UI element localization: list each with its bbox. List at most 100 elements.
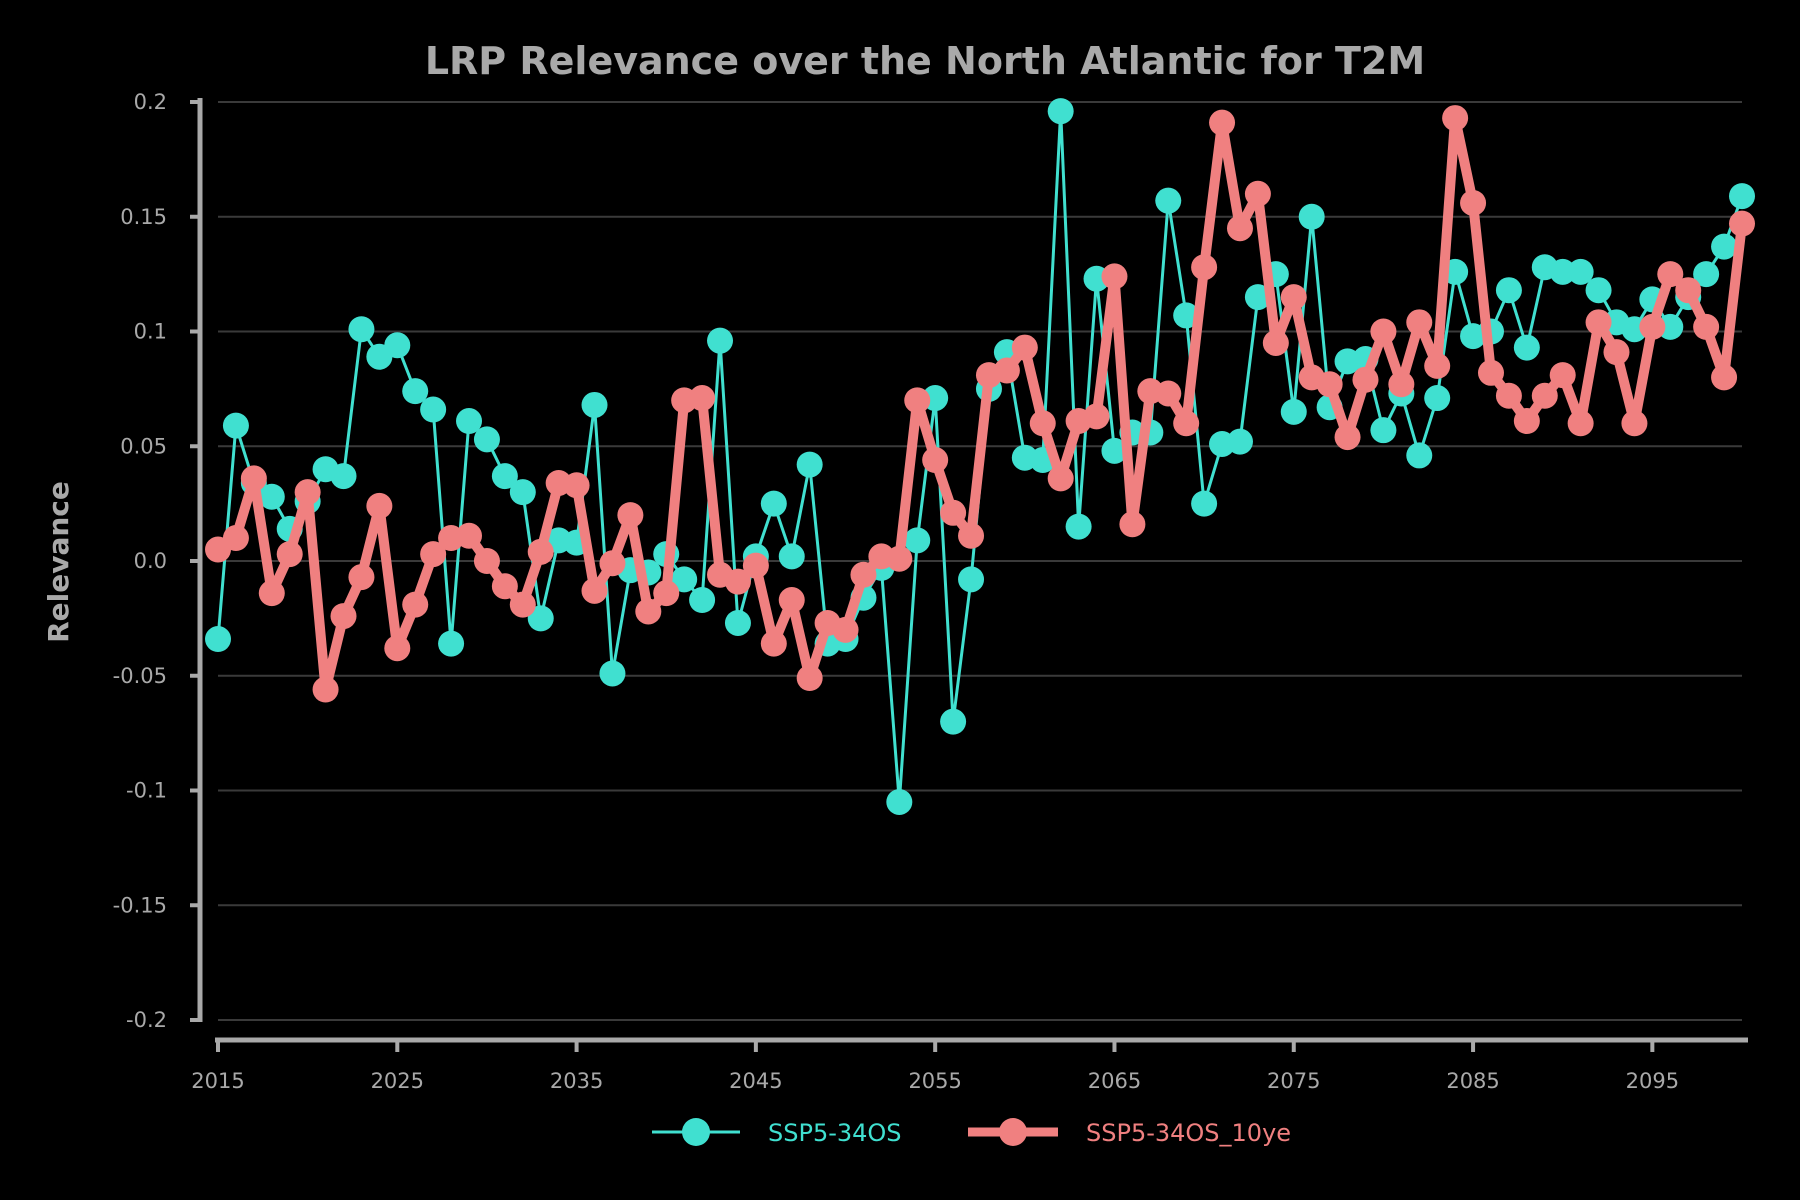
data-point bbox=[420, 396, 447, 423]
data-point bbox=[617, 502, 644, 529]
data-point bbox=[796, 451, 823, 478]
data-point bbox=[1585, 277, 1612, 304]
data-point bbox=[922, 447, 949, 474]
data-point bbox=[1388, 371, 1415, 398]
data-point bbox=[527, 538, 554, 565]
y-tick-label: -0.15 bbox=[113, 893, 167, 917]
x-tick-labels: 2015 2025 2035 2045 2055 2065 2075 2085 2095 bbox=[191, 1069, 1679, 1093]
data-point bbox=[599, 660, 626, 687]
data-point bbox=[1639, 313, 1666, 340]
data-point bbox=[760, 630, 787, 657]
data-point bbox=[1244, 284, 1271, 311]
data-point bbox=[1567, 410, 1594, 437]
data-point bbox=[563, 472, 590, 499]
data-point bbox=[473, 426, 500, 453]
data-point bbox=[1406, 309, 1433, 336]
data-point bbox=[1226, 215, 1253, 242]
data-point bbox=[276, 541, 303, 568]
data-point bbox=[438, 630, 465, 657]
legend-label-ssp5-34os: SSP5-34OS bbox=[768, 1119, 902, 1147]
x-tick-label: 2045 bbox=[729, 1069, 782, 1093]
data-point bbox=[599, 550, 626, 577]
data-point bbox=[1657, 313, 1684, 340]
x-tick-label: 2095 bbox=[1626, 1069, 1679, 1093]
x-tick-label: 2055 bbox=[908, 1069, 961, 1093]
data-point bbox=[1621, 410, 1648, 437]
data-point bbox=[653, 580, 680, 607]
data-point bbox=[1316, 371, 1343, 398]
data-point bbox=[240, 465, 267, 492]
y-tick-label: 0.05 bbox=[120, 434, 167, 458]
data-point bbox=[1477, 359, 1504, 386]
data-point bbox=[1657, 261, 1684, 288]
data-point bbox=[1370, 417, 1397, 444]
data-point bbox=[1352, 366, 1379, 393]
data-point bbox=[473, 548, 500, 574]
data-point bbox=[778, 587, 805, 614]
data-point bbox=[1226, 428, 1253, 455]
y-tick-label: 0.1 bbox=[134, 320, 167, 344]
y-axis-label: Relevance bbox=[42, 481, 75, 643]
data-point bbox=[1729, 210, 1755, 237]
y-tick-label: 0.0 bbox=[134, 549, 167, 573]
data-point bbox=[402, 591, 429, 618]
data-point bbox=[1585, 309, 1612, 336]
data-point bbox=[1262, 329, 1289, 356]
data-point bbox=[1334, 424, 1361, 451]
data-point bbox=[1191, 254, 1218, 281]
data-point bbox=[1711, 233, 1738, 260]
data-point bbox=[1513, 334, 1540, 361]
data-point bbox=[1191, 490, 1218, 517]
data-point bbox=[312, 676, 339, 703]
data-point bbox=[1047, 465, 1074, 492]
y-tick-labels: 0.2 0.15 0.1 0.05 0.0 -0.05 -0.1 -0.15 -0.2 bbox=[113, 90, 167, 1032]
x-tick-label: 2065 bbox=[1088, 1069, 1141, 1093]
data-point bbox=[1460, 189, 1487, 216]
data-point bbox=[258, 483, 285, 510]
grid-lines bbox=[218, 101, 1742, 1021]
data-point bbox=[1675, 277, 1702, 304]
data-point bbox=[330, 463, 357, 490]
series-layer bbox=[205, 98, 1755, 815]
data-point bbox=[1101, 263, 1128, 290]
y-tick-label: -0.1 bbox=[126, 779, 167, 803]
data-point bbox=[456, 522, 483, 549]
axes bbox=[190, 98, 1748, 1052]
data-point bbox=[940, 499, 967, 526]
data-point bbox=[581, 577, 608, 604]
data-point bbox=[509, 591, 536, 618]
data-point bbox=[258, 580, 285, 607]
data-point bbox=[832, 616, 859, 643]
data-point bbox=[1011, 334, 1038, 361]
data-point bbox=[1495, 277, 1522, 304]
data-point bbox=[366, 492, 393, 519]
data-point bbox=[724, 568, 751, 595]
data-point bbox=[886, 545, 913, 572]
data-point bbox=[904, 527, 931, 554]
legend-label-ssp5-34os-10ye: SSP5-34OS_10ye bbox=[1086, 1119, 1291, 1147]
legend-marker-ssp5-34os bbox=[682, 1118, 710, 1146]
series-ssp5-34os-10ye bbox=[205, 105, 1755, 703]
data-point bbox=[958, 566, 985, 593]
x-tick-label: 2015 bbox=[191, 1069, 244, 1093]
data-point bbox=[1298, 203, 1325, 230]
x-tick-label: 2085 bbox=[1446, 1069, 1499, 1093]
data-point bbox=[1495, 382, 1522, 409]
x-tick-label: 2025 bbox=[371, 1069, 424, 1093]
data-point bbox=[1280, 398, 1307, 425]
data-point bbox=[1549, 362, 1576, 389]
data-point bbox=[850, 561, 877, 588]
data-point bbox=[707, 327, 734, 354]
data-point bbox=[886, 788, 913, 815]
data-point bbox=[1155, 380, 1182, 407]
legend: SSP5-34OS SSP5-34OS_10ye bbox=[652, 1118, 1291, 1147]
data-point bbox=[1065, 513, 1092, 540]
data-point bbox=[1729, 183, 1755, 210]
data-point bbox=[330, 603, 357, 630]
data-point bbox=[205, 626, 231, 653]
chart-title: LRP Relevance over the North Atlantic fo… bbox=[425, 39, 1425, 83]
data-point bbox=[1370, 318, 1397, 345]
data-point bbox=[222, 412, 249, 439]
